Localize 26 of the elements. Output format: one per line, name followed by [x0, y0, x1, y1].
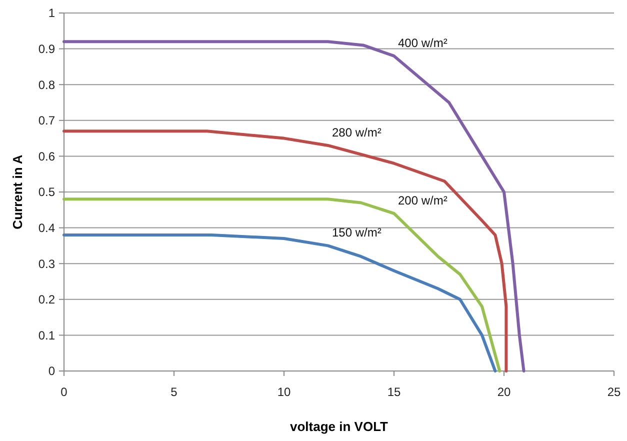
y-tick-label: 0.9 — [38, 42, 56, 56]
line-series — [62, 198, 502, 372]
series-label: 150 w/m² — [332, 226, 382, 240]
y-tick-label: 0.2 — [38, 292, 56, 307]
series-label: 280 w/m² — [332, 125, 382, 140]
x-tick-label: 15 — [387, 385, 401, 399]
y-tick-label: 0.7 — [38, 114, 56, 128]
y-tick-label: 0.5 — [38, 185, 56, 200]
y-tick-label: 0.3 — [38, 256, 56, 271]
x-tick-label: 20 — [497, 385, 511, 399]
line-series — [62, 130, 508, 372]
y-tick-label: 0.6 — [38, 149, 56, 164]
x-tick-label: 5 — [170, 385, 178, 399]
y-tick-label: 1 — [48, 6, 56, 20]
y-axis-title: Current in A — [10, 154, 25, 230]
x-tick-label: 0 — [60, 385, 68, 399]
series-label: 200 w/m² — [398, 193, 448, 208]
line-series — [62, 40, 526, 372]
y-tick-label: 0.4 — [38, 221, 56, 235]
x-tick-label: 10 — [277, 385, 291, 399]
series-label: 400 w/m² — [398, 36, 448, 50]
y-tick-label: 0.1 — [38, 328, 56, 342]
x-tick-label: 25 — [607, 385, 621, 399]
y-tick-label: 0.8 — [38, 78, 56, 92]
x-axis-title: voltage in VOLT — [290, 419, 388, 434]
y-tick-label: 0 — [48, 364, 56, 378]
